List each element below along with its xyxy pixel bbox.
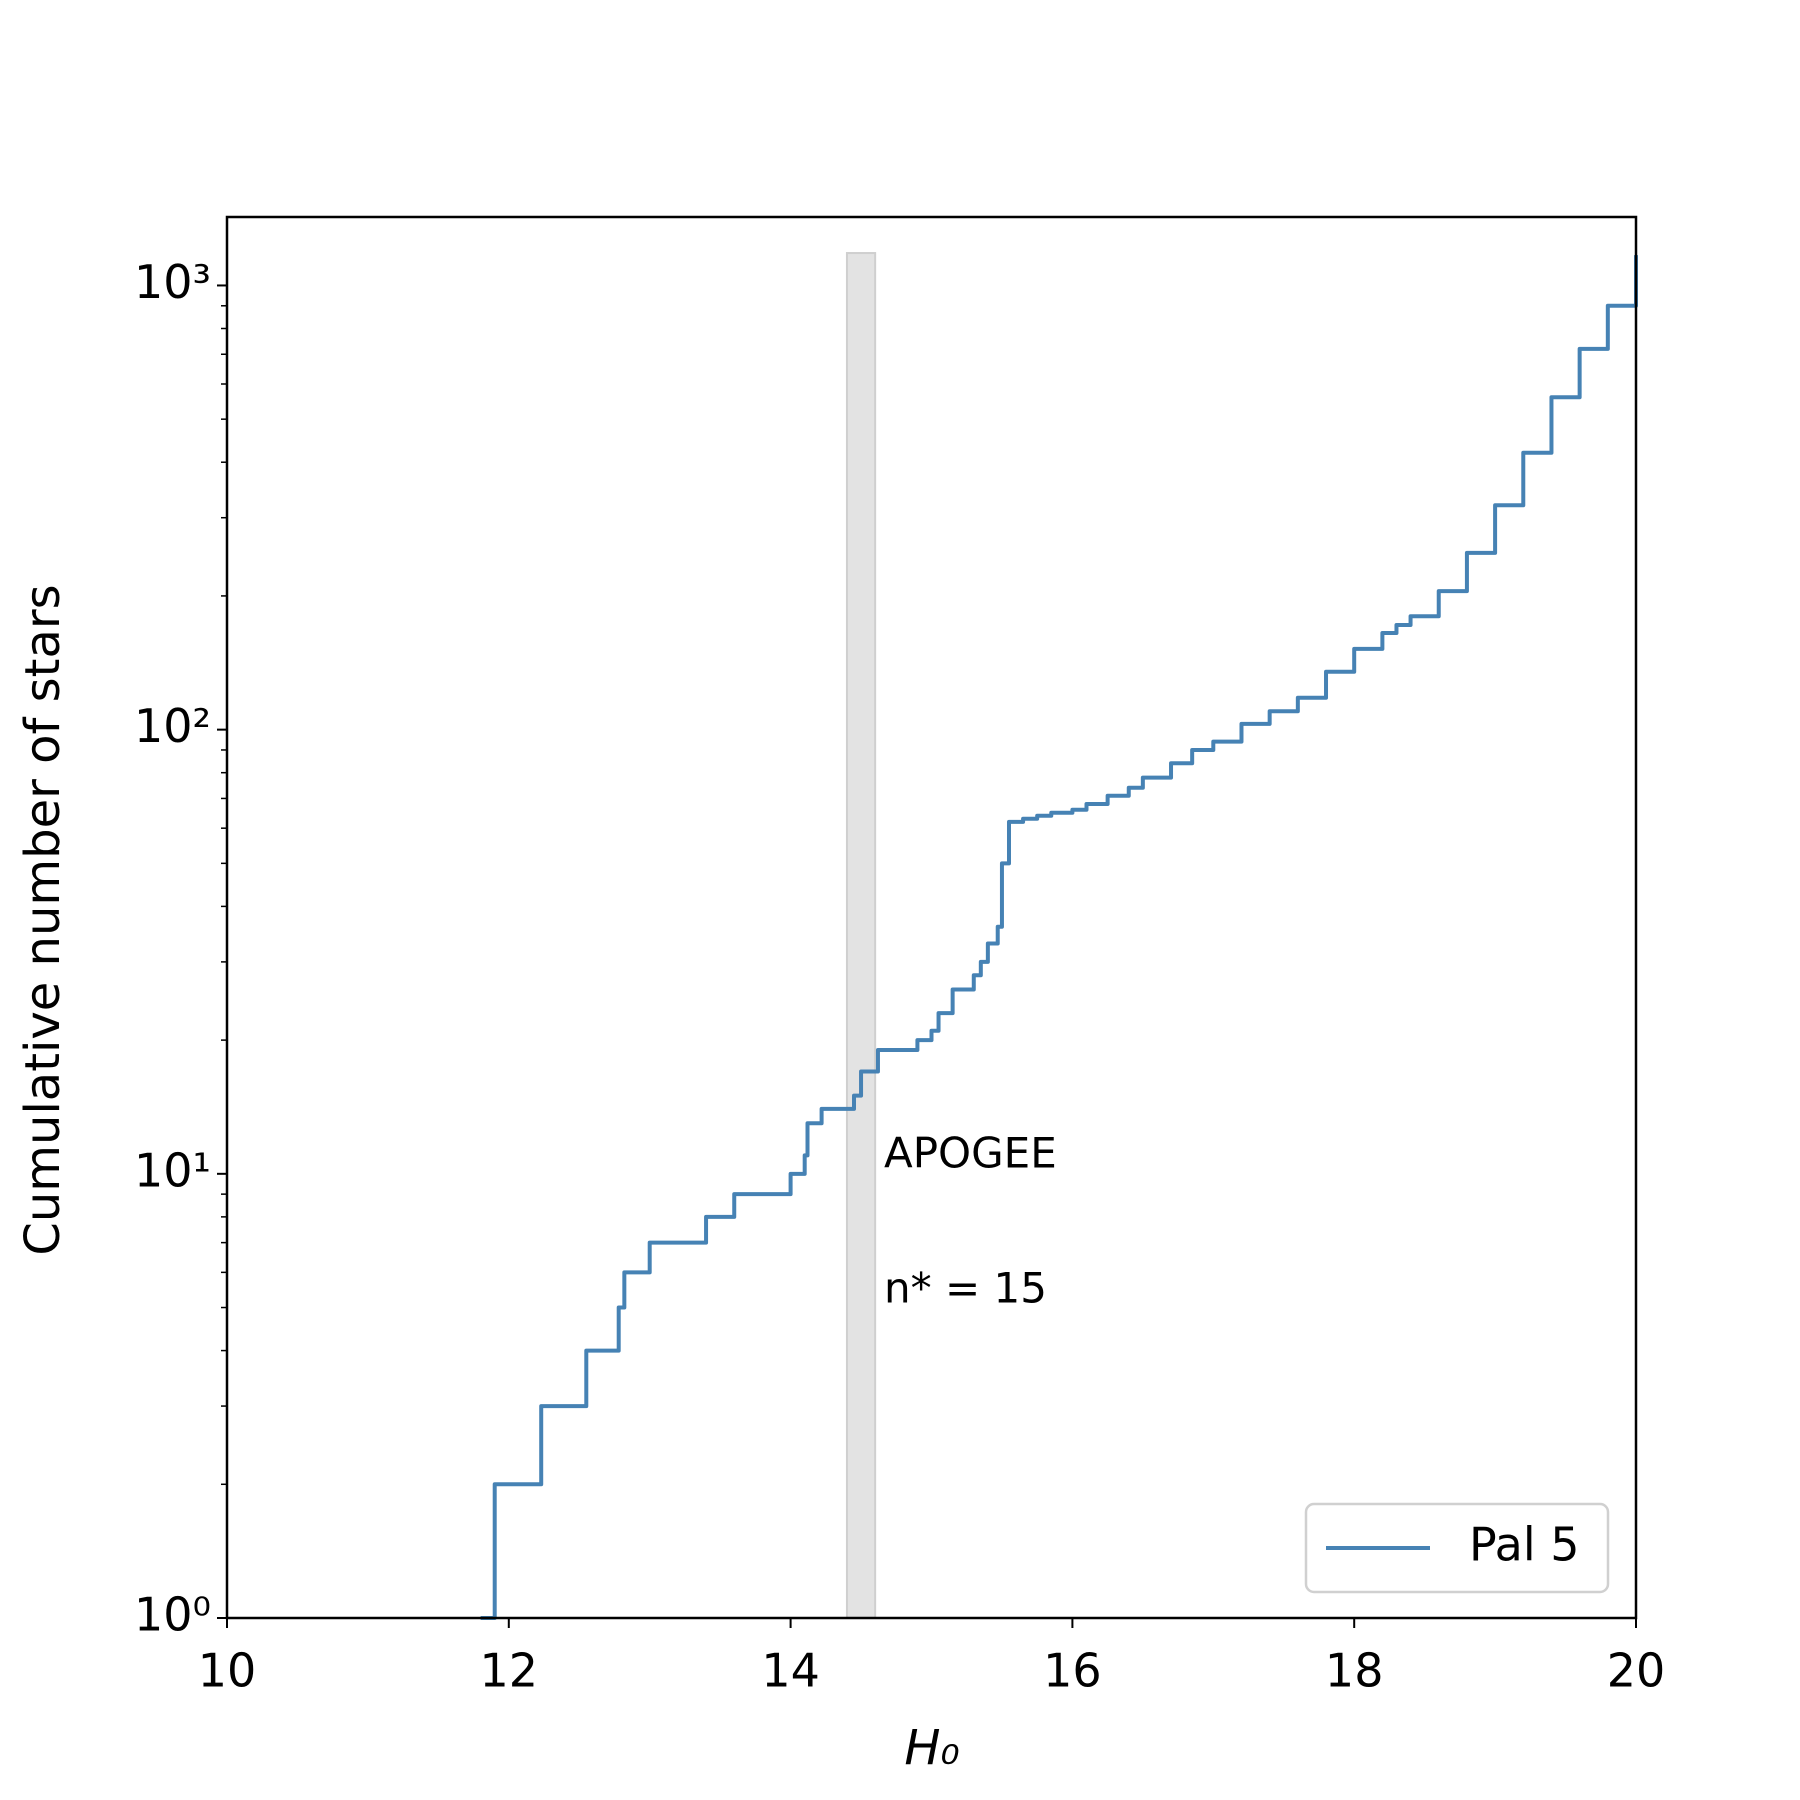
y-tick-label: 10⁰ [134,1588,211,1642]
legend-label: Pal 5 [1469,1518,1580,1572]
plot-frame [225,215,1638,1620]
legend: Pal 5 [1304,1502,1610,1594]
y-axis-label: Cumulative number of stars [15,584,71,1255]
series-line [480,255,1638,1620]
legend-frame [1304,1502,1610,1594]
x-tick-label: 14 [761,1644,820,1698]
y-tick-label: 10³ [134,255,211,309]
x-tick-label: 10 [198,1644,257,1698]
y-tick-label: 10² [134,699,211,753]
x-tick-label: 12 [480,1644,539,1698]
x-tick-label: 18 [1325,1644,1384,1698]
x-tick-label: 16 [1043,1644,1102,1698]
band-count: n* = 15 [884,1264,1047,1313]
band [845,252,877,1619]
y-tick-label: 10¹ [134,1143,211,1197]
x-tick-label: 20 [1607,1644,1666,1698]
band-label: APOGEE [884,1129,1057,1178]
x-axis-label: H₀ [904,1720,959,1776]
